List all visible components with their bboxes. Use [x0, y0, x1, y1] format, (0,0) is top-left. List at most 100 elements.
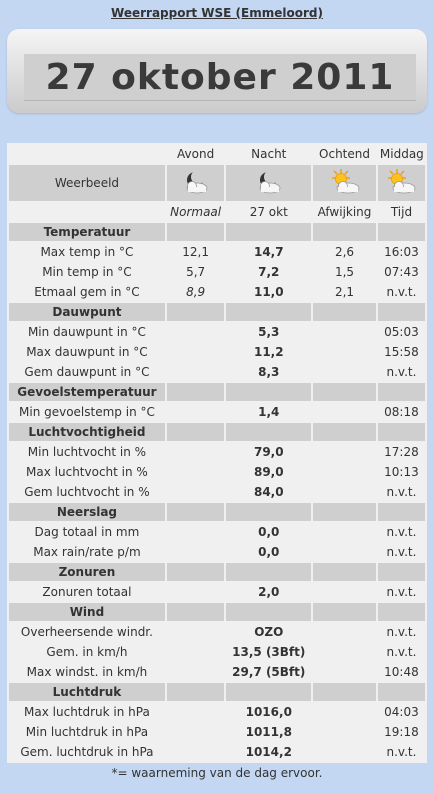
section-title: Temperatuur [9, 223, 165, 241]
date-display: 27 oktober 2011 [24, 53, 416, 101]
time-value: n.v.t. [386, 545, 417, 559]
row-label: Min luchtvocht in % [27, 445, 147, 459]
day-value: 1,4 [258, 405, 280, 419]
row-label: Max luchtvocht in % [26, 465, 148, 479]
table-row: Overheersende windr. OZO n.v.t. [9, 623, 425, 641]
time-value: 15:58 [384, 345, 419, 359]
section-title: Neerslag [9, 503, 165, 521]
header-avond: Avond [177, 147, 215, 161]
subheader-row: Normaal 27 okt Afwijking Tijd [9, 203, 425, 221]
day-value: 1016,0 [245, 705, 292, 719]
row-label: Max dauwpunt in °C [26, 345, 148, 359]
section-gevoelstemperatuur: Gevoelstemperatuur [9, 383, 425, 401]
day-value: OZO [254, 625, 284, 639]
subheader-tijd: Tijd [390, 205, 413, 219]
table-row: Min luchtvocht in % 79,0 17:28 [9, 443, 425, 461]
section-title: Wind [9, 603, 165, 621]
time-value: n.v.t. [386, 485, 417, 499]
time-value: n.v.t. [386, 525, 417, 539]
time-value: 17:28 [384, 445, 419, 459]
day-value: 14,7 [253, 245, 284, 259]
time-value: n.v.t. [386, 285, 417, 299]
section-wind: Wind [9, 603, 425, 621]
day-value: 1011,8 [245, 725, 292, 739]
table-row: Etmaal gem in °C 8,9 11,0 2,1 n.v.t. [9, 283, 425, 301]
time-value: n.v.t. [386, 645, 417, 659]
day-value: 84,0 [253, 485, 284, 499]
table-row: Gem dauwpunt in °C 8,3 n.v.t. [9, 363, 425, 381]
row-label: Etmaal gem in °C [34, 285, 140, 299]
row-label: Gem. in km/h [46, 645, 128, 659]
day-value: 89,0 [253, 465, 284, 479]
weather-table: Avond Nacht Ochtend Middag Weerbeeld [7, 143, 427, 763]
row-label: Min temp in °C [42, 265, 132, 279]
day-value: 29,7 (5Bft) [232, 665, 306, 679]
day-value: 11,0 [253, 285, 284, 299]
table-row: Max rain/rate p/m 0,0 n.v.t. [9, 543, 425, 561]
deviation-value: 2,1 [334, 285, 355, 299]
time-value: 10:48 [384, 665, 419, 679]
time-value: n.v.t. [386, 585, 417, 599]
time-value: 10:13 [384, 465, 419, 479]
time-value: 05:03 [384, 325, 419, 339]
table-row: Min temp in °C 5,7 7,2 1,5 07:43 [9, 263, 425, 281]
normaal-value: 8,9 [186, 285, 206, 299]
table-row: Max temp in °C 12,1 14,7 2,6 16:03 [9, 243, 425, 261]
section-title: Zonuren [9, 563, 165, 581]
day-value: 0,0 [258, 545, 280, 559]
table-row: Gem. in km/h 13,5 (3Bft) n.v.t. [9, 643, 425, 661]
time-value: n.v.t. [386, 745, 417, 759]
row-label: Max luchtdruk in hPa [24, 705, 150, 719]
column-header-row: Avond Nacht Ochtend Middag [9, 145, 425, 163]
row-label: Max windst. in km/h [26, 665, 148, 679]
report-title-link[interactable]: Weerrapport WSE (Emmeloord) [111, 6, 323, 20]
table-row: Min luchtdruk in hPa 1011,8 19:18 [9, 723, 425, 741]
moon-cloud-icon [181, 168, 211, 199]
table-row: Gem luchtvocht in % 84,0 n.v.t. [9, 483, 425, 501]
time-value: 07:43 [384, 265, 419, 279]
time-value: 19:18 [384, 725, 419, 739]
section-title: Luchtvochtigheid [9, 423, 165, 441]
section-title: Dauwpunt [9, 303, 165, 321]
time-value: 08:18 [384, 405, 419, 419]
table-row: Gem. luchtdruk in hPa 1014,2 n.v.t. [9, 743, 425, 761]
subheader-normaal: Normaal [170, 205, 222, 219]
table-row: Max luchtdruk in hPa 1016,0 04:03 [9, 703, 425, 721]
table-row: Dag totaal in mm 0,0 n.v.t. [9, 523, 425, 541]
day-value: 8,3 [258, 365, 280, 379]
weerbeeld-row: Weerbeeld [9, 165, 425, 201]
table-row: Zonuren totaal 2,0 n.v.t. [9, 583, 425, 601]
row-label: Gem luchtvocht in % [24, 485, 150, 499]
table-row: Min gevoelstemp in °C 1,4 08:18 [9, 403, 425, 421]
row-label: Max rain/rate p/m [33, 545, 141, 559]
sun-cloud-icon [328, 168, 362, 199]
subheader-date: 27 okt [249, 205, 288, 219]
section-neerslag: Neerslag [9, 503, 425, 521]
subheader-afwijking: Afwijking [317, 205, 372, 219]
day-value: 13,5 (3Bft) [232, 645, 306, 659]
time-value: n.v.t. [386, 365, 417, 379]
section-title: Gevoelstemperatuur [9, 383, 165, 401]
normaal-value: 12,1 [182, 245, 209, 259]
row-label: Dag totaal in mm [34, 525, 140, 539]
section-luchtdruk: Luchtdruk [9, 683, 425, 701]
normaal-value: 5,7 [186, 265, 206, 279]
table-row: Max windst. in km/h 29,7 (5Bft) 10:48 [9, 663, 425, 681]
header-empty [9, 145, 165, 163]
date-panel: 27 oktober 2011 [7, 29, 427, 113]
day-value: 7,2 [258, 265, 280, 279]
day-value: 11,2 [253, 345, 284, 359]
row-label: Overheersende windr. [20, 625, 153, 639]
header-nacht: Nacht [251, 147, 287, 161]
row-label: Min dauwpunt in °C [27, 325, 146, 339]
header-ochtend: Ochtend [319, 147, 370, 161]
time-value: 04:03 [384, 705, 419, 719]
header-middag: Middag [379, 147, 424, 161]
time-value: n.v.t. [386, 625, 417, 639]
moon-cloud-icon [254, 168, 284, 199]
day-value: 79,0 [253, 445, 284, 459]
sun-cloud-icon [384, 168, 418, 199]
day-value: 1014,2 [245, 745, 292, 759]
table-row: Min dauwpunt in °C 5,3 05:03 [9, 323, 425, 341]
footer-note: *= waarneming van de dag ervoor. [111, 766, 323, 780]
